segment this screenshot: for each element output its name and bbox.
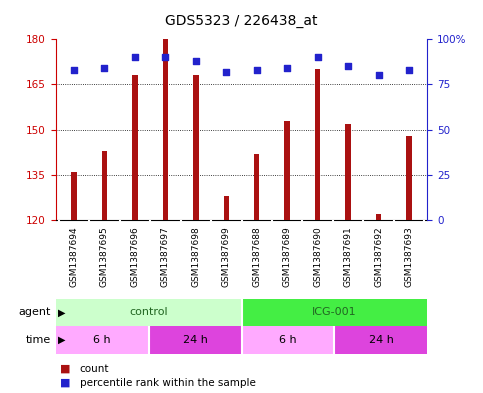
Bar <box>345 124 351 220</box>
Text: ▶: ▶ <box>58 307 66 318</box>
Text: GSM1387693: GSM1387693 <box>405 226 413 287</box>
Bar <box>193 75 199 220</box>
Text: GSM1387691: GSM1387691 <box>344 226 353 287</box>
Bar <box>284 121 290 220</box>
Text: GSM1387688: GSM1387688 <box>252 226 261 287</box>
Text: ▶: ▶ <box>58 335 66 345</box>
Bar <box>315 70 320 220</box>
Text: ICG-001: ICG-001 <box>312 307 357 318</box>
Point <box>314 54 322 61</box>
Bar <box>254 154 259 220</box>
Text: ■: ■ <box>60 364 71 374</box>
Point <box>70 67 78 73</box>
Point <box>222 69 230 75</box>
Bar <box>376 214 382 220</box>
Text: GDS5323 / 226438_at: GDS5323 / 226438_at <box>165 13 318 28</box>
Point <box>131 54 139 61</box>
Bar <box>242 326 334 354</box>
Text: time: time <box>26 335 51 345</box>
Point <box>253 67 261 73</box>
Point <box>284 65 291 72</box>
Bar <box>406 136 412 220</box>
Bar <box>242 299 427 326</box>
Text: 24 h: 24 h <box>183 335 208 345</box>
Bar <box>149 326 242 354</box>
Point <box>161 54 169 61</box>
Text: GSM1387699: GSM1387699 <box>222 226 231 287</box>
Text: percentile rank within the sample: percentile rank within the sample <box>80 378 256 388</box>
Text: 6 h: 6 h <box>279 335 297 345</box>
Text: GSM1387695: GSM1387695 <box>100 226 109 287</box>
Point <box>344 63 352 70</box>
Text: GSM1387694: GSM1387694 <box>70 226 78 287</box>
Bar <box>56 326 149 354</box>
Bar <box>71 172 77 220</box>
Bar <box>335 326 427 354</box>
Text: agent: agent <box>18 307 51 318</box>
Bar <box>163 39 168 220</box>
Text: GSM1387697: GSM1387697 <box>161 226 170 287</box>
Text: GSM1387696: GSM1387696 <box>130 226 139 287</box>
Text: GSM1387689: GSM1387689 <box>283 226 292 287</box>
Text: count: count <box>80 364 109 374</box>
Text: control: control <box>129 307 168 318</box>
Text: 6 h: 6 h <box>93 335 111 345</box>
Point <box>100 65 108 72</box>
Text: 24 h: 24 h <box>369 335 394 345</box>
Text: ■: ■ <box>60 378 71 388</box>
Text: GSM1387690: GSM1387690 <box>313 226 322 287</box>
Point <box>375 72 383 79</box>
Point <box>405 67 413 73</box>
Bar <box>56 299 242 326</box>
Bar <box>132 75 138 220</box>
Text: GSM1387692: GSM1387692 <box>374 226 383 287</box>
Text: GSM1387698: GSM1387698 <box>191 226 200 287</box>
Bar <box>224 196 229 220</box>
Point <box>192 58 199 64</box>
Bar <box>101 151 107 220</box>
